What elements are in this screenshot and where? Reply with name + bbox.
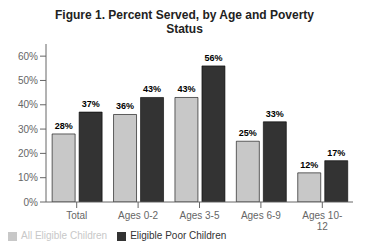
svg-text:33%: 33% [266, 109, 284, 119]
svg-text:43%: 43% [177, 84, 195, 94]
svg-text:Ages 10-12: Ages 10-12 [302, 210, 342, 232]
svg-text:36%: 36% [116, 101, 134, 111]
html-text:All Eligible Children: All Eligible Children [21, 230, 108, 241]
svg-text:Ages 0-2: Ages 0-2 [118, 210, 158, 221]
svg-text:0%: 0% [24, 197, 39, 208]
svg-text:12%: 12% [300, 160, 318, 170]
svg-text:28%: 28% [55, 121, 73, 131]
html-text:Status: Status [166, 22, 203, 36]
svg-text:20%: 20% [18, 148, 38, 159]
svg-text:10%: 10% [18, 172, 38, 183]
svg-text:50%: 50% [18, 75, 38, 86]
html-text:Eligible Poor Children: Eligible Poor Children [130, 230, 227, 241]
svg-text:60%: 60% [18, 51, 38, 62]
svg-text:30%: 30% [18, 124, 38, 135]
svg-text:Total: Total [66, 210, 87, 221]
svg-text:40%: 40% [18, 99, 38, 110]
html-text:Figure 1. Percent Served, by A: Figure 1. Percent Served, by Age and Pov… [55, 8, 314, 22]
svg-text:Ages 6-9: Ages 6-9 [241, 210, 281, 221]
svg-text:37%: 37% [82, 99, 100, 109]
svg-text:43%: 43% [143, 84, 161, 94]
svg-text:17%: 17% [327, 148, 345, 158]
svg-text:56%: 56% [204, 53, 222, 63]
svg-text:Ages 3-5: Ages 3-5 [179, 210, 219, 221]
svg-text:25%: 25% [239, 128, 257, 138]
